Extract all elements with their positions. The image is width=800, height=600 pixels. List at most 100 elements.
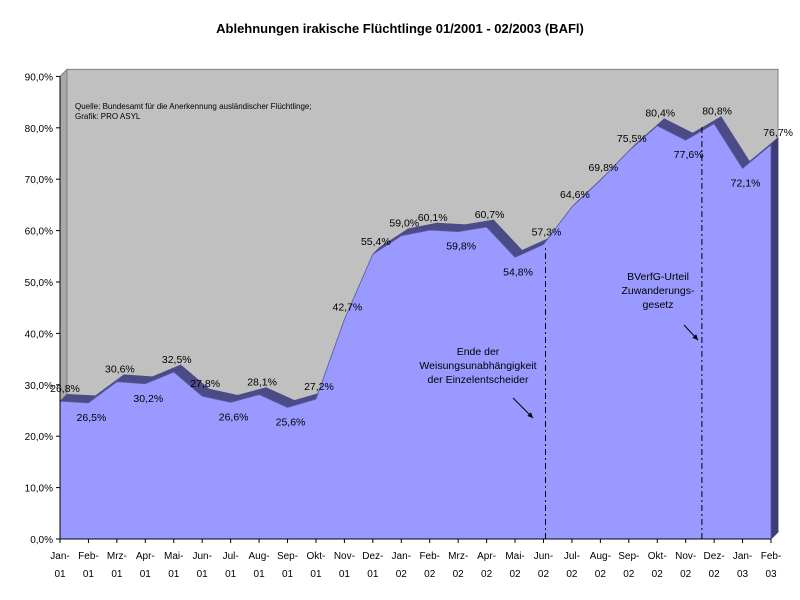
x-tick-label-month: Jul- <box>564 551 580 562</box>
data-label: 28,1% <box>247 377 277 389</box>
y-tick-label: 90,0% <box>25 72 53 83</box>
x-tick-label-month: Jan- <box>392 551 411 562</box>
area-front-face <box>59 123 772 540</box>
x-tick-label-month: Mrz- <box>107 551 127 562</box>
x-tick-label-year: 02 <box>623 569 635 580</box>
x-tick-label-year: 01 <box>310 569 322 580</box>
data-label: 30,6% <box>105 364 135 376</box>
data-label: 27,8% <box>190 378 220 390</box>
x-tick-label-month: Aug- <box>249 551 270 562</box>
x-tick-label-year: 02 <box>509 569 521 580</box>
x-tick-label-year: 01 <box>54 569 66 580</box>
x-tick-label-year: 02 <box>396 569 408 580</box>
data-label: 25,6% <box>276 416 306 428</box>
x-tick-label-year: 02 <box>709 569 721 580</box>
data-label: 57,3% <box>532 226 562 238</box>
data-label: 72,1% <box>731 177 761 189</box>
annotation-arrowhead <box>527 412 533 418</box>
data-label: 76,7% <box>763 127 793 139</box>
data-label: 59,0% <box>389 218 419 230</box>
x-tick-label-month: Feb- <box>761 551 782 562</box>
x-tick-label-month: Apr- <box>136 551 155 562</box>
x-tick-label-year: 03 <box>737 569 749 580</box>
data-label: 69,8% <box>588 162 618 174</box>
x-tick-label-year: 01 <box>339 569 351 580</box>
x-tick-label-year: 01 <box>140 569 152 580</box>
annotation-text: gesetz <box>643 299 674 311</box>
x-tick-label-month: Nov- <box>675 551 696 562</box>
data-label: 26,6% <box>219 411 249 423</box>
y-tick-label: 80,0% <box>25 124 53 135</box>
source-line-2: Grafik: PRO ASYL <box>75 112 141 121</box>
x-tick-label-month: Mai- <box>164 551 183 562</box>
annotation-text: Weisungsunabhängigkeit <box>419 360 536 372</box>
x-tick-label-year: 01 <box>168 569 180 580</box>
chart-title: Ablehnungen irakische Flüchtlinge 01/200… <box>216 21 584 36</box>
data-label: 26,5% <box>77 412 107 424</box>
data-label: 75,5% <box>617 133 647 145</box>
source-line-1: Quelle: Bundesamt für die Anerkennung au… <box>75 102 312 111</box>
data-label: 60,7% <box>475 209 505 221</box>
x-tick-label-month: Jan- <box>733 551 752 562</box>
data-label: 32,5% <box>162 354 192 366</box>
x-tick-label-year: 01 <box>83 569 95 580</box>
x-tick-label-year: 01 <box>254 569 266 580</box>
y-tick-label: 30,0% <box>25 381 53 392</box>
data-label: 27,2% <box>304 381 334 393</box>
x-tick-label-year: 01 <box>282 569 294 580</box>
data-label: 42,7% <box>333 302 363 314</box>
x-tick-label-month: Feb- <box>78 551 99 562</box>
data-label: 59,8% <box>446 241 476 253</box>
y-tick-label: 70,0% <box>25 175 53 186</box>
x-tick-label-year: 02 <box>481 569 493 580</box>
x-tick-label-year: 01 <box>197 569 209 580</box>
x-tick-label-month: Okt- <box>307 551 326 562</box>
data-label: 80,4% <box>645 108 675 120</box>
data-label: 26,8% <box>50 383 80 395</box>
data-label: 77,6% <box>674 149 704 161</box>
x-tick-label-month: Sep- <box>277 551 298 562</box>
x-tick-label-year: 02 <box>453 569 465 580</box>
x-tick-label-year: 03 <box>765 569 777 580</box>
y-tick-label: 60,0% <box>25 227 53 238</box>
x-tick-label-month: Apr- <box>477 551 496 562</box>
x-tick-label-year: 02 <box>652 569 664 580</box>
x-tick-label-month: Dez- <box>704 551 725 562</box>
data-label: 60,1% <box>418 212 448 224</box>
x-tick-label-year: 01 <box>367 569 379 580</box>
annotation-arrowhead <box>692 334 698 340</box>
x-tick-label-month: Jun- <box>534 551 553 562</box>
x-tick-label-year: 02 <box>595 569 607 580</box>
annotation-text: BVerfG-Urteil <box>627 271 689 283</box>
y-tick-label: 40,0% <box>25 329 53 340</box>
y-tick-label: 0,0% <box>30 535 53 546</box>
x-tick-label-month: Mrz- <box>448 551 468 562</box>
x-tick-label-month: Jun- <box>192 551 211 562</box>
y-tick-label: 10,0% <box>25 484 53 495</box>
x-tick-label-month: Sep- <box>618 551 639 562</box>
x-tick-label-month: Nov- <box>334 551 355 562</box>
x-tick-label-year: 02 <box>538 569 550 580</box>
y-tick-label: 50,0% <box>25 278 53 289</box>
x-tick-label-month: Aug- <box>590 551 611 562</box>
annotation-text: Ende der <box>457 346 500 358</box>
x-tick-label-month: Dez- <box>362 551 383 562</box>
data-label: 30,2% <box>133 393 163 405</box>
area-end-face <box>770 137 779 540</box>
x-tick-label-month: Okt- <box>648 551 667 562</box>
x-tick-label-month: Jul- <box>223 551 239 562</box>
data-label: 80,8% <box>702 106 732 118</box>
x-tick-label-year: 02 <box>566 569 578 580</box>
annotation-text: der Einzelentscheider <box>428 374 529 386</box>
data-label: 55,4% <box>361 236 391 248</box>
x-tick-label-month: Mai- <box>505 551 524 562</box>
x-tick-label-month: Jan- <box>50 551 69 562</box>
x-tick-label-year: 02 <box>680 569 692 580</box>
annotation-text: Zuwanderungs- <box>622 285 695 297</box>
data-label: 54,8% <box>503 266 533 278</box>
x-tick-label-month: Feb- <box>419 551 440 562</box>
x-tick-label-year: 01 <box>111 569 123 580</box>
x-tick-label-year: 02 <box>424 569 436 580</box>
data-label: 64,6% <box>560 189 590 201</box>
